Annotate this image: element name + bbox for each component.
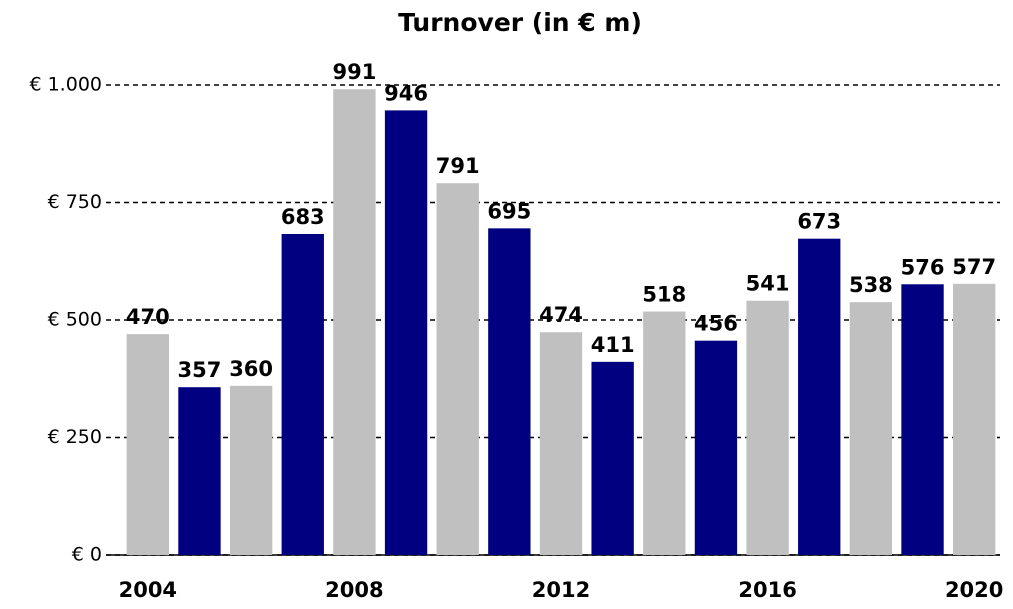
x-tick-label: 2004 [119,578,177,602]
bar [798,238,841,555]
chart-title: Turnover (in € m) [398,8,642,37]
bar [591,361,634,555]
value-label: 538 [849,273,893,297]
bar [694,340,738,555]
value-label: 456 [694,312,738,336]
bar [126,334,169,555]
y-tick-label: € 250 [48,426,102,448]
value-label: 576 [901,255,945,279]
bar [488,228,531,555]
bar [281,233,324,556]
bar [539,332,583,555]
bar [953,283,996,555]
value-label: 470 [126,305,170,329]
bar [436,183,479,556]
value-label: 541 [746,272,790,296]
value-label: 577 [952,255,996,279]
value-label: 791 [436,154,480,178]
bar [643,311,686,555]
x-tick-label: 2020 [945,578,1003,602]
bar [229,385,273,555]
bar [746,300,789,555]
y-tick-label: € 0 [72,544,102,566]
value-label: 695 [487,199,531,223]
bar [333,89,376,555]
y-tick-label: € 1.000 [29,74,102,96]
value-label: 673 [797,210,841,234]
value-label: 946 [384,81,428,105]
value-label: 411 [591,333,635,357]
bar [901,284,944,555]
y-tick-label: € 500 [48,309,102,331]
value-label: 683 [281,205,325,229]
value-label: 518 [642,283,686,307]
bar [849,302,893,555]
bar [178,387,221,555]
value-label: 991 [332,60,376,84]
value-label: 360 [229,357,273,381]
bar [384,110,428,555]
value-label: 474 [539,303,583,327]
y-tick-label: € 750 [48,191,102,213]
x-tick-label: 2008 [325,578,383,602]
x-tick-label: 2016 [738,578,796,602]
x-tick-label: 2012 [532,578,590,602]
value-label: 357 [178,358,222,382]
